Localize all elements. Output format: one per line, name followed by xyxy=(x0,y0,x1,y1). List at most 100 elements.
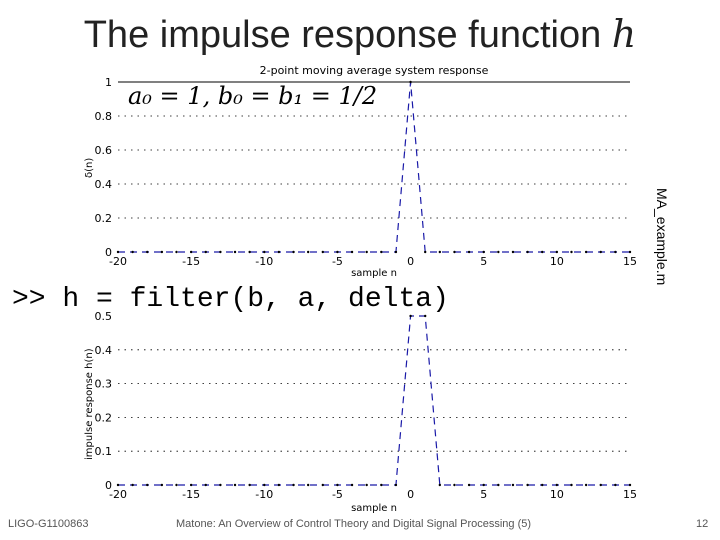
bottom-data-point xyxy=(394,483,398,487)
bottom-xtick-label: 0 xyxy=(407,488,414,501)
top-data-point xyxy=(628,250,632,254)
top-xtick-label: -10 xyxy=(255,255,273,268)
bottom-ytick-label: 0.1 xyxy=(95,445,113,458)
top-data-point xyxy=(541,250,544,254)
top-data-point xyxy=(497,250,500,254)
bottom-series-line xyxy=(118,315,630,486)
bottom-data-point xyxy=(482,483,485,487)
bottom-data-point xyxy=(189,483,193,487)
bottom-xtick-label: -5 xyxy=(332,488,343,501)
top-data-point xyxy=(380,250,383,254)
top-data-point xyxy=(306,250,310,254)
top-xtick-label: 15 xyxy=(623,255,637,268)
top-ytick-label: 0 xyxy=(105,246,112,259)
top-data-point xyxy=(189,250,193,254)
bottom-data-point xyxy=(555,483,559,487)
bottom-data-point xyxy=(584,483,588,487)
top-data-point xyxy=(482,250,485,254)
top-data-point xyxy=(526,250,529,254)
bottom-xtick-label: -15 xyxy=(182,488,200,501)
top-ytick-label: 0.8 xyxy=(95,110,113,123)
bottom-data-point xyxy=(350,483,354,487)
bottom-data-point xyxy=(438,483,442,487)
bottom-data-point xyxy=(336,483,339,487)
top-data-point xyxy=(453,250,456,254)
top-xtick-label: 10 xyxy=(550,255,564,268)
bottom-data-point xyxy=(116,483,120,487)
bottom-data-point xyxy=(497,483,500,487)
bottom-data-point xyxy=(599,483,602,487)
top-data-point xyxy=(394,250,398,254)
footer-center: Matone: An Overview of Control Theory an… xyxy=(176,518,532,530)
top-data-point xyxy=(146,250,149,254)
side-file-label: MA_example.m xyxy=(654,188,670,286)
bottom-xtick-label: 10 xyxy=(550,488,564,501)
bottom-ytick-label: 0.4 xyxy=(95,344,113,357)
top-data-point xyxy=(160,250,164,254)
bottom-data-point xyxy=(365,483,368,487)
bottom-ytick-label: 0 xyxy=(105,479,112,492)
top-data-point xyxy=(584,250,588,254)
top-data-point xyxy=(175,250,178,254)
bottom-data-point xyxy=(614,483,617,487)
bottom-data-point xyxy=(131,483,134,487)
top-data-point xyxy=(219,250,222,254)
bottom-xtick-label: 15 xyxy=(623,488,637,501)
top-data-point xyxy=(555,250,559,254)
bottom-ytick-label: 0.5 xyxy=(95,310,113,323)
bottom-data-point xyxy=(424,314,427,318)
bottom-data-point xyxy=(306,483,310,487)
bottom-data-point xyxy=(248,483,251,487)
top-data-point xyxy=(350,250,354,254)
bottom-data-point xyxy=(570,483,573,487)
bottom-xtick-label: -10 xyxy=(255,488,273,501)
top-data-point xyxy=(233,250,237,254)
page-number: 12 xyxy=(696,518,709,530)
bottom-data-point xyxy=(526,483,529,487)
top-data-point xyxy=(131,250,134,254)
bottom-chart-xlabel: sample n xyxy=(351,503,397,514)
bottom-data-point xyxy=(292,483,295,487)
bottom-data-point xyxy=(541,483,544,487)
top-ytick-label: 1 xyxy=(105,76,112,89)
top-data-point xyxy=(321,250,324,254)
bottom-data-point xyxy=(467,483,471,487)
top-data-point xyxy=(438,250,442,254)
top-data-point xyxy=(336,250,339,254)
bottom-data-point xyxy=(175,483,178,487)
top-data-point xyxy=(424,250,427,254)
bottom-ytick-label: 0.3 xyxy=(95,378,113,391)
bottom-data-point xyxy=(219,483,222,487)
top-data-point xyxy=(248,250,251,254)
top-data-point xyxy=(511,250,515,254)
top-ytick-label: 0.2 xyxy=(95,212,113,225)
top-data-point xyxy=(263,250,266,254)
bottom-data-point xyxy=(453,483,456,487)
bottom-data-point xyxy=(277,483,281,487)
bottom-data-point xyxy=(321,483,324,487)
top-data-point xyxy=(409,80,412,84)
bottom-data-point xyxy=(233,483,237,487)
bottom-xtick-label: -20 xyxy=(109,488,127,501)
slide-title: The impulse response function h xyxy=(0,12,720,57)
top-xtick-label: -15 xyxy=(182,255,200,268)
top-chart-title: 2-point moving average system response xyxy=(259,64,489,77)
top-ytick-label: 0.6 xyxy=(95,144,113,157)
bottom-data-point xyxy=(160,483,164,487)
bottom-data-point xyxy=(204,483,207,487)
top-xtick-label: 5 xyxy=(480,255,487,268)
slide-title-text: The impulse response function xyxy=(83,14,612,56)
top-data-point xyxy=(292,250,295,254)
top-data-point xyxy=(599,250,602,254)
top-data-point xyxy=(204,250,207,254)
bottom-data-point xyxy=(511,483,515,487)
bottom-data-point xyxy=(409,314,412,318)
footer-left: LIGO-G1100863 xyxy=(8,518,89,530)
top-xtick-label: 0 xyxy=(407,255,414,268)
bottom-ytick-label: 0.2 xyxy=(95,411,113,424)
slide-title-math: h xyxy=(611,12,637,56)
top-data-point xyxy=(365,250,368,254)
coefficients-formula: a₀ = 1, b₀ = b₁ = 1/2 xyxy=(128,82,378,110)
bottom-data-point xyxy=(628,483,632,487)
